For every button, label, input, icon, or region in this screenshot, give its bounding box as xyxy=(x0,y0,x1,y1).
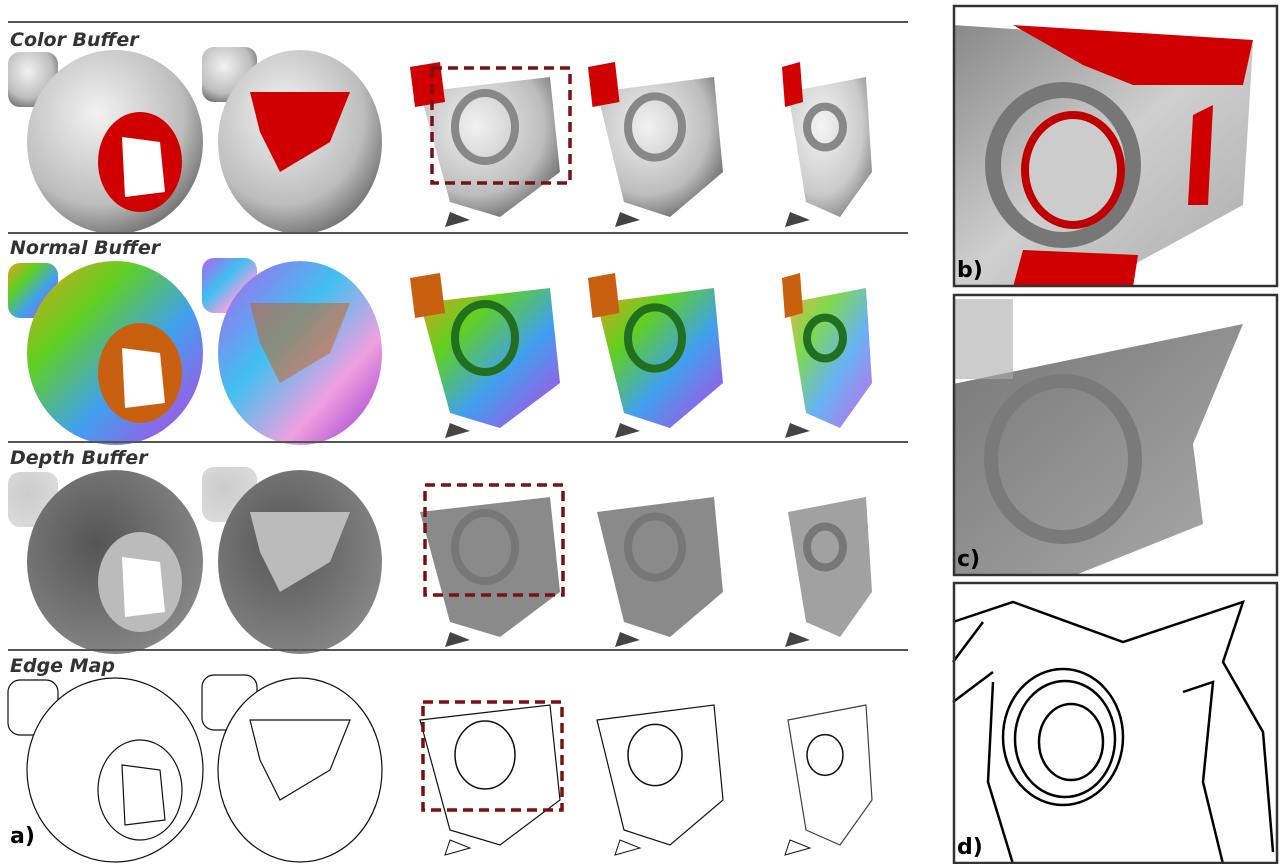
row-title: Normal Buffer xyxy=(10,237,162,259)
hole-inner xyxy=(122,137,165,197)
ring xyxy=(806,733,844,777)
zoom-box xyxy=(423,483,565,597)
patch xyxy=(588,62,620,107)
ring xyxy=(985,82,1141,248)
ring xyxy=(624,92,686,162)
ring xyxy=(624,512,686,582)
edge-line xyxy=(986,681,1015,864)
shard xyxy=(784,839,812,856)
ring xyxy=(454,720,516,790)
object-hole xyxy=(97,739,183,841)
edge-line xyxy=(952,621,994,703)
object-patch xyxy=(249,719,351,801)
row-title: Color Buffer xyxy=(10,29,140,51)
hole-inner xyxy=(122,348,165,408)
zoom-box xyxy=(421,700,564,812)
shard xyxy=(614,839,642,856)
ring xyxy=(803,522,847,572)
patch xyxy=(782,273,803,318)
red-patch xyxy=(1013,250,1138,287)
ring xyxy=(451,300,519,376)
red-ring xyxy=(1021,111,1125,229)
shard xyxy=(615,632,640,647)
shard xyxy=(785,632,810,647)
edge-ring xyxy=(1001,667,1125,807)
panel-label: a) xyxy=(10,824,35,849)
fragment xyxy=(596,704,724,846)
panel-a: a) Color Buffer Normal Buffer Depth Buffer… xyxy=(7,21,908,863)
inset-bg xyxy=(953,582,1278,864)
fragment xyxy=(420,497,560,637)
row-title: Edge Map xyxy=(10,655,115,677)
shard xyxy=(785,423,810,438)
shard xyxy=(445,632,470,647)
inset: c) xyxy=(952,293,1279,577)
ring xyxy=(624,303,686,373)
patch xyxy=(410,273,445,318)
object-patch xyxy=(250,512,350,592)
shard xyxy=(444,839,472,856)
shard xyxy=(785,212,810,227)
patch xyxy=(410,62,445,107)
inset-label: b) xyxy=(957,258,983,283)
ring xyxy=(451,509,519,585)
object-body xyxy=(26,677,204,863)
zoom-box xyxy=(430,66,572,185)
inset: d) xyxy=(952,581,1279,864)
edge-line xyxy=(952,600,1275,853)
hole-inner xyxy=(121,764,166,826)
ring xyxy=(451,89,519,165)
hole-inner xyxy=(122,557,165,617)
object-body xyxy=(217,677,383,863)
fragment xyxy=(419,704,561,846)
inset-border xyxy=(952,293,1279,577)
edge-line xyxy=(1182,680,1225,864)
red-patch xyxy=(1013,25,1253,85)
shard xyxy=(615,423,640,438)
inset-label: d) xyxy=(957,835,983,860)
shard xyxy=(445,212,470,227)
object-patch xyxy=(250,303,350,383)
patch xyxy=(782,62,803,107)
edge-ring xyxy=(1013,679,1117,799)
edge-ring xyxy=(1037,702,1105,782)
shard xyxy=(615,212,640,227)
red-patch xyxy=(1188,105,1213,205)
inset-label: c) xyxy=(957,547,980,572)
inset-border xyxy=(952,581,1279,864)
shard xyxy=(445,423,470,438)
ring xyxy=(803,102,847,152)
inset: b) xyxy=(952,4,1279,288)
ring xyxy=(984,374,1142,544)
ring xyxy=(803,313,847,363)
row-title: Depth Buffer xyxy=(10,447,149,469)
ring xyxy=(627,723,683,787)
object-patch xyxy=(250,92,350,172)
patch xyxy=(588,273,620,318)
insets: b) c) d) xyxy=(952,4,1279,864)
inset-border xyxy=(952,4,1279,288)
ghost xyxy=(953,299,1013,379)
